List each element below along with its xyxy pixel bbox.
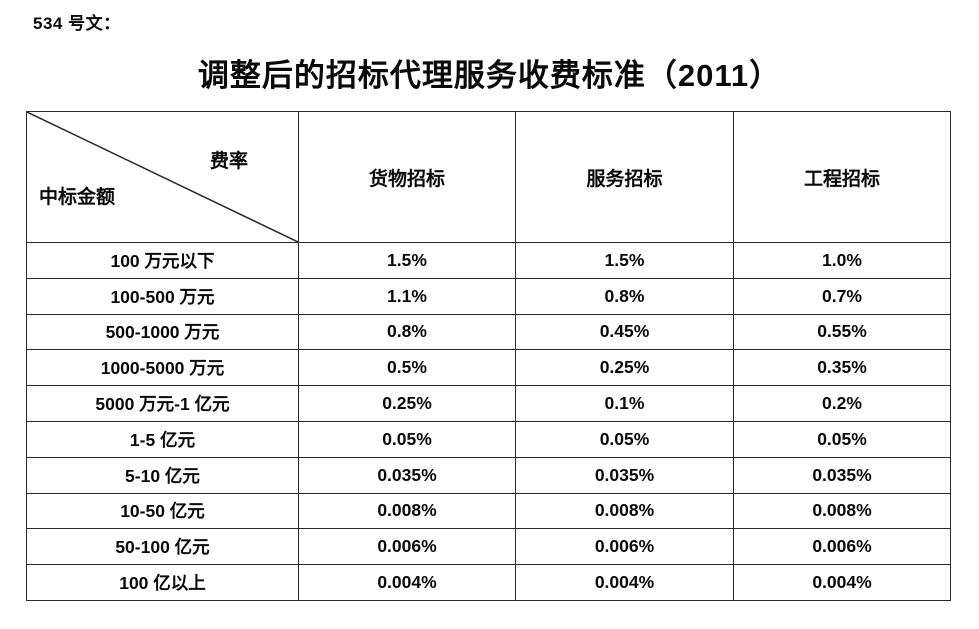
column-header-services: 服务招标 (515, 111, 734, 243)
rate-cell: 0.25% (298, 385, 516, 422)
corner-label-amount: 中标金额 (39, 187, 116, 208)
rate-cell: 0.45% (515, 313, 734, 351)
rate-cell: 0.006% (298, 528, 516, 566)
table-row: 50-100 亿元 0.006% 0.006% 0.006% (26, 528, 951, 566)
amount-range-cell: 100 亿以上 (26, 564, 299, 601)
table-row: 100 亿以上 0.004% 0.004% 0.004% (26, 564, 951, 601)
rate-cell: 0.25% (515, 349, 734, 387)
table-row: 5-10 亿元 0.035% 0.035% 0.035% (26, 456, 951, 494)
amount-range-cell: 10-50 亿元 (26, 492, 299, 530)
rate-cell: 0.2% (733, 385, 951, 422)
amount-range-cell: 50-100 亿元 (26, 528, 299, 566)
rate-cell: 1.5% (298, 242, 516, 279)
table-row: 1000-5000 万元 0.5% 0.25% 0.35% (26, 349, 951, 387)
rate-cell: 0.05% (515, 420, 734, 458)
header-row: 费率 中标金额 货物招标 服务招标 工程招标 (26, 111, 951, 243)
rate-cell: 1.0% (733, 242, 951, 279)
amount-range-cell: 1000-5000 万元 (26, 349, 299, 387)
rate-cell: 0.006% (515, 528, 734, 566)
table-header: 费率 中标金额 货物招标 服务招标 工程招标 (26, 111, 951, 243)
diagonal-divider-line (27, 112, 298, 242)
rate-cell: 0.8% (298, 313, 516, 351)
amount-range-cell: 100-500 万元 (26, 277, 299, 315)
table-row: 10-50 亿元 0.008% 0.008% 0.008% (26, 492, 951, 530)
rate-cell: 0.008% (298, 492, 516, 530)
rate-cell: 0.008% (733, 492, 951, 530)
table-row: 500-1000 万元 0.8% 0.45% 0.55% (26, 313, 951, 351)
rate-cell: 1.1% (298, 277, 516, 315)
table-body: 100 万元以下 1.5% 1.5% 1.0% 100-500 万元 1.1% … (26, 242, 951, 601)
rate-cell: 0.35% (733, 349, 951, 387)
amount-range-cell: 5000 万元-1 亿元 (26, 385, 299, 422)
rate-cell: 0.8% (515, 277, 734, 315)
fee-standard-table: 费率 中标金额 货物招标 服务招标 工程招标 100 万元以下 1.5% 1.5… (26, 111, 951, 601)
rate-cell: 0.006% (733, 528, 951, 566)
column-header-goods: 货物招标 (298, 111, 516, 243)
rate-cell: 0.7% (733, 277, 951, 315)
table-row: 100-500 万元 1.1% 0.8% 0.7% (26, 277, 951, 315)
table-row: 1-5 亿元 0.05% 0.05% 0.05% (26, 420, 951, 458)
rate-cell: 0.035% (515, 456, 734, 494)
rate-cell: 0.035% (733, 456, 951, 494)
corner-header-cell: 费率 中标金额 (26, 111, 299, 243)
rate-cell: 0.004% (298, 564, 516, 601)
doc-number-label: 534 号文： (33, 14, 121, 33)
rate-cell: 1.5% (515, 242, 734, 279)
rate-cell: 0.008% (515, 492, 734, 530)
rate-cell: 0.035% (298, 456, 516, 494)
rate-cell: 0.05% (298, 420, 516, 458)
amount-range-cell: 500-1000 万元 (26, 313, 299, 351)
table-row: 5000 万元-1 亿元 0.25% 0.1% 0.2% (26, 385, 951, 422)
table-row: 100 万元以下 1.5% 1.5% 1.0% (26, 242, 951, 279)
amount-range-cell: 5-10 亿元 (26, 456, 299, 494)
column-header-engineering: 工程招标 (733, 111, 951, 243)
rate-cell: 0.55% (733, 313, 951, 351)
amount-range-cell: 1-5 亿元 (26, 420, 299, 458)
rate-cell: 0.004% (733, 564, 951, 601)
rate-cell: 0.5% (298, 349, 516, 387)
amount-range-cell: 100 万元以下 (26, 242, 299, 279)
page-title: 调整后的招标代理服务收费标准（2011） (197, 58, 782, 93)
rate-cell: 0.05% (733, 420, 951, 458)
rate-cell: 0.004% (515, 564, 734, 601)
corner-label-rate: 费率 (209, 151, 248, 172)
rate-cell: 0.1% (515, 385, 734, 422)
